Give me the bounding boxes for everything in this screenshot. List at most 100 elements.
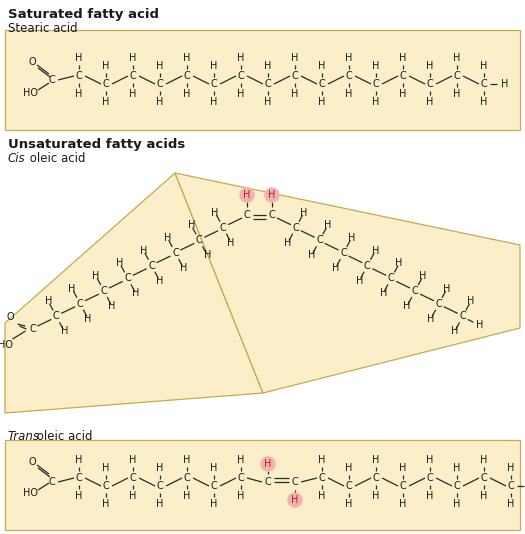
Text: H: H xyxy=(211,61,218,71)
Text: H: H xyxy=(108,301,116,311)
Text: H: H xyxy=(372,246,379,256)
Circle shape xyxy=(261,457,275,471)
Text: HO: HO xyxy=(23,488,37,498)
Text: H: H xyxy=(372,491,380,501)
Text: H: H xyxy=(324,221,331,230)
Text: H: H xyxy=(116,258,123,269)
Text: H: H xyxy=(264,61,272,71)
Text: H: H xyxy=(395,258,403,269)
Text: Trans: Trans xyxy=(8,430,40,443)
Text: C: C xyxy=(316,235,323,245)
Text: HO: HO xyxy=(23,88,37,98)
Text: H: H xyxy=(212,208,219,218)
Text: C: C xyxy=(269,210,276,220)
Text: C: C xyxy=(291,477,298,487)
Text: C: C xyxy=(53,311,60,321)
Circle shape xyxy=(288,493,302,507)
Text: C: C xyxy=(364,261,371,271)
Text: H: H xyxy=(480,97,488,107)
Circle shape xyxy=(240,188,254,202)
Text: H: H xyxy=(237,53,245,63)
Text: C: C xyxy=(340,248,347,258)
Text: H: H xyxy=(60,326,68,336)
Text: O: O xyxy=(28,57,36,67)
Text: H: H xyxy=(237,491,245,501)
Text: H: H xyxy=(92,271,100,281)
Text: C: C xyxy=(76,473,82,483)
Text: C: C xyxy=(459,311,466,321)
Text: C: C xyxy=(480,79,487,89)
Text: C: C xyxy=(291,71,298,81)
Polygon shape xyxy=(5,30,520,130)
Text: C: C xyxy=(156,481,163,491)
Text: H: H xyxy=(187,221,195,230)
Text: C: C xyxy=(102,481,109,491)
Text: H: H xyxy=(318,97,326,107)
Text: H: H xyxy=(204,250,211,261)
Text: H: H xyxy=(507,499,514,509)
Text: C: C xyxy=(436,299,442,309)
Text: H: H xyxy=(227,238,235,248)
Text: H: H xyxy=(345,53,353,63)
Text: H: H xyxy=(102,97,110,107)
Text: H: H xyxy=(102,463,110,473)
Text: H: H xyxy=(156,61,164,71)
Text: Unsaturated fatty acids: Unsaturated fatty acids xyxy=(8,138,185,151)
Text: H: H xyxy=(264,97,272,107)
Text: C: C xyxy=(211,481,217,491)
Text: oleic acid: oleic acid xyxy=(26,152,86,165)
Text: H: H xyxy=(129,53,136,63)
Text: H: H xyxy=(400,89,407,99)
Text: C: C xyxy=(400,71,406,81)
Text: H: H xyxy=(183,491,191,501)
Text: C: C xyxy=(49,477,55,487)
Text: H: H xyxy=(129,89,136,99)
Text: H: H xyxy=(345,89,353,99)
Text: C: C xyxy=(319,473,326,483)
Text: Saturated fatty acid: Saturated fatty acid xyxy=(8,8,159,21)
Text: H: H xyxy=(318,61,326,71)
Text: C: C xyxy=(292,223,299,233)
Text: C: C xyxy=(29,324,36,334)
Text: H: H xyxy=(140,246,148,256)
Text: H: H xyxy=(45,296,52,307)
Text: C: C xyxy=(373,473,380,483)
Text: H: H xyxy=(318,491,326,501)
Text: C: C xyxy=(265,477,271,487)
Text: C: C xyxy=(319,79,326,89)
Text: H: H xyxy=(332,263,339,273)
Text: H: H xyxy=(75,53,83,63)
Text: H: H xyxy=(426,455,434,465)
Text: C: C xyxy=(244,210,250,220)
Text: HO: HO xyxy=(0,340,13,350)
Text: Cis: Cis xyxy=(8,152,26,165)
Text: H: H xyxy=(75,491,83,501)
Text: C: C xyxy=(172,248,179,258)
Text: H: H xyxy=(480,491,488,501)
Text: H: H xyxy=(183,89,191,99)
Text: H: H xyxy=(400,499,407,509)
Text: H: H xyxy=(453,89,461,99)
Polygon shape xyxy=(5,440,520,530)
Text: H: H xyxy=(102,499,110,509)
Text: H: H xyxy=(180,263,187,273)
Text: H: H xyxy=(300,208,308,218)
Polygon shape xyxy=(5,173,263,413)
Circle shape xyxy=(265,188,279,202)
Text: H: H xyxy=(400,463,407,473)
Text: H: H xyxy=(348,233,355,243)
Text: C: C xyxy=(124,273,131,284)
Text: H: H xyxy=(400,53,407,63)
Text: C: C xyxy=(238,71,244,81)
Text: H: H xyxy=(211,499,218,509)
Text: H: H xyxy=(183,53,191,63)
Text: C: C xyxy=(76,71,82,81)
Text: C: C xyxy=(412,286,418,296)
Text: H: H xyxy=(85,314,92,324)
Text: H: H xyxy=(372,61,380,71)
Text: H: H xyxy=(419,271,427,281)
Text: H: H xyxy=(243,190,251,200)
Text: H: H xyxy=(426,61,434,71)
Text: Stearic acid: Stearic acid xyxy=(8,22,78,35)
Text: H: H xyxy=(403,301,411,311)
